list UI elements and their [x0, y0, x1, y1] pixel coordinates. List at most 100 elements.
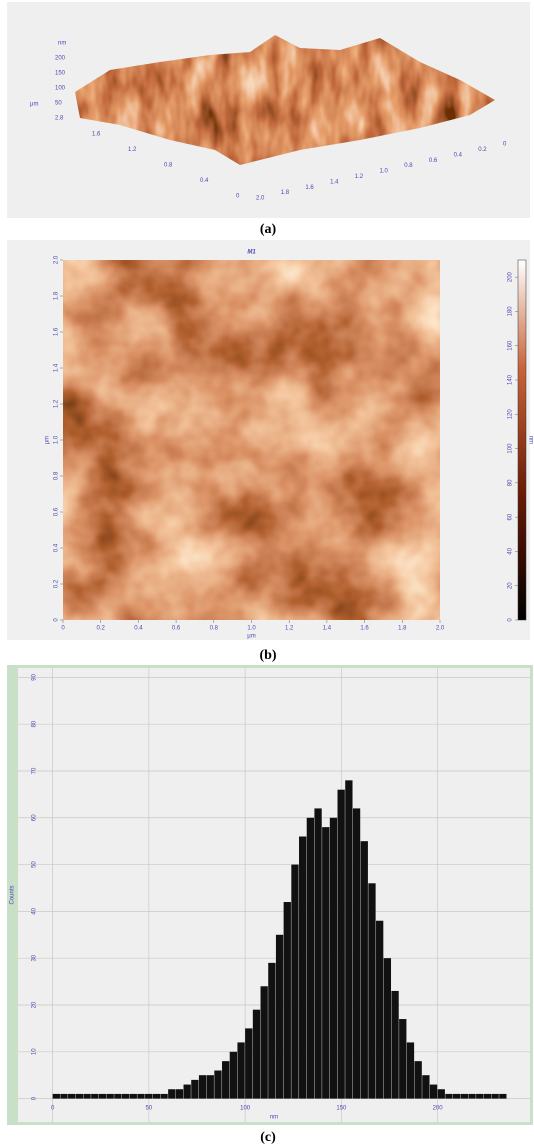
x-tick-label: 0.6 [172, 626, 181, 632]
x-tick-label: 2.0 [436, 626, 445, 632]
x-tick-label: 100 [240, 1106, 251, 1112]
right-tick-label: 0.8 [404, 163, 413, 169]
height-map [63, 260, 440, 620]
x-tick-label: 50 [146, 1106, 153, 1112]
histogram-bar [383, 958, 392, 1099]
y-tick-label: 40 [32, 907, 38, 914]
histogram-bar [299, 836, 307, 1099]
histogram-bar [137, 1093, 145, 1099]
z-tick-label: 150 [55, 71, 66, 77]
right-tick-label: 1.0 [380, 169, 389, 175]
colorbar-tick-label: 140 [508, 374, 514, 385]
right-tick-label: 0 [503, 142, 507, 148]
right-tick-label: 1.8 [281, 190, 290, 196]
x-tick-label: 0.4 [134, 626, 143, 632]
y-tick-label: 60 [32, 814, 38, 821]
z-tick-label: 200 [55, 56, 66, 62]
histogram-bar [191, 1079, 199, 1099]
y-tick-label: 20 [32, 1001, 38, 1008]
left-tick-label: 0.8 [164, 163, 173, 169]
y-tick-label: 0.4 [54, 543, 60, 552]
y-axis-label: Counts [10, 885, 16, 904]
histogram-bar [445, 1093, 453, 1099]
left-tick-label: 1.2 [128, 147, 137, 153]
x-tick-label: 1.8 [398, 626, 407, 632]
histogram-bar [483, 1093, 492, 1099]
histogram-bar [329, 817, 338, 1099]
histogram-bar [429, 1084, 438, 1099]
histogram-bar [214, 1070, 222, 1099]
histogram-bar [283, 902, 291, 1099]
histogram-bar [491, 1093, 499, 1099]
histogram-bar [422, 1075, 430, 1099]
colorbar-tick-label: 120 [508, 409, 514, 420]
left-tick-label: 0 [236, 194, 240, 200]
histogram-bar [183, 1084, 191, 1099]
histogram-bar [129, 1093, 137, 1099]
y-axis-label: μm [45, 436, 51, 444]
histogram-bar [68, 1093, 76, 1099]
x-tick-label: 150 [336, 1106, 347, 1112]
y-tick-label: 0 [32, 1096, 38, 1100]
histogram-bar [98, 1093, 107, 1099]
caption: (a) [260, 222, 277, 237]
x-tick-label: 1.4 [323, 626, 332, 632]
x-axis-label: nm [270, 1115, 278, 1121]
colorbar-tick-label: 160 [508, 340, 514, 351]
x-tick-label: 1.6 [360, 626, 369, 632]
x-tick-label: 0 [61, 626, 65, 632]
histogram-bar [229, 1051, 238, 1099]
colorbar-tick-label: 200 [508, 271, 514, 282]
histogram-bar [75, 1093, 84, 1099]
caption: (c) [260, 1130, 276, 1145]
histogram-bar [168, 1089, 176, 1099]
y-tick-label: 10 [32, 1048, 38, 1055]
z-tick-label: 100 [55, 86, 66, 92]
histogram-bar [245, 1028, 253, 1099]
histogram-bar [468, 1093, 476, 1099]
histogram-bar [391, 990, 399, 1099]
histogram-bar [152, 1093, 161, 1099]
y-tick-label: 0.2 [54, 579, 60, 588]
histogram-bar [198, 1075, 207, 1099]
histogram-bar [368, 883, 376, 1099]
histogram-bar [460, 1093, 469, 1099]
histogram-bar [106, 1093, 114, 1099]
x-tick-label: 200 [433, 1106, 444, 1112]
x-tick-label: 0 [51, 1106, 55, 1112]
histogram-bar [399, 1019, 407, 1099]
histogram-bar [322, 827, 330, 1099]
y-tick-label: 80 [32, 720, 38, 727]
histogram-bar [145, 1093, 153, 1099]
y-tick-label: 0 [54, 618, 60, 622]
side-unit: μm [30, 102, 38, 108]
right-tick-label: 0.4 [454, 152, 463, 158]
x-axis-label: μm [247, 634, 255, 640]
histogram-bar [175, 1089, 184, 1099]
y-tick-label: 0.8 [54, 471, 60, 480]
z-tick-label: 50 [55, 101, 62, 107]
x-tick-label: 0.8 [210, 626, 219, 632]
y-tick-label: 1.6 [54, 327, 60, 336]
colorbar-tick-label: 40 [508, 547, 514, 554]
colorbar-label: nm [527, 436, 533, 444]
right-tick-label: 1.6 [305, 185, 314, 191]
y-tick-label: 1.0 [54, 435, 60, 444]
histogram-bar [91, 1093, 99, 1099]
y-tick-label: 2.0 [54, 255, 60, 264]
x-tick-label: 0.2 [97, 626, 106, 632]
colorbar-tick-label: 180 [508, 306, 514, 317]
histogram-bar [345, 780, 353, 1099]
x-tick-label: 1.2 [285, 626, 294, 632]
histogram-bar [237, 1042, 245, 1099]
y-tick-label: 0.6 [54, 507, 60, 516]
histogram-bar [291, 864, 299, 1099]
y-tick-label: 1.2 [54, 399, 60, 408]
right-tick-label: 0.2 [478, 147, 487, 153]
histogram-bar [476, 1093, 484, 1099]
colorbar-tick-label: 0 [508, 618, 514, 622]
histogram-bar [252, 1009, 261, 1099]
colorbar-tick-label: 20 [508, 582, 514, 589]
histogram-bar [160, 1093, 168, 1099]
left-tick-label: 1.6 [92, 132, 101, 138]
